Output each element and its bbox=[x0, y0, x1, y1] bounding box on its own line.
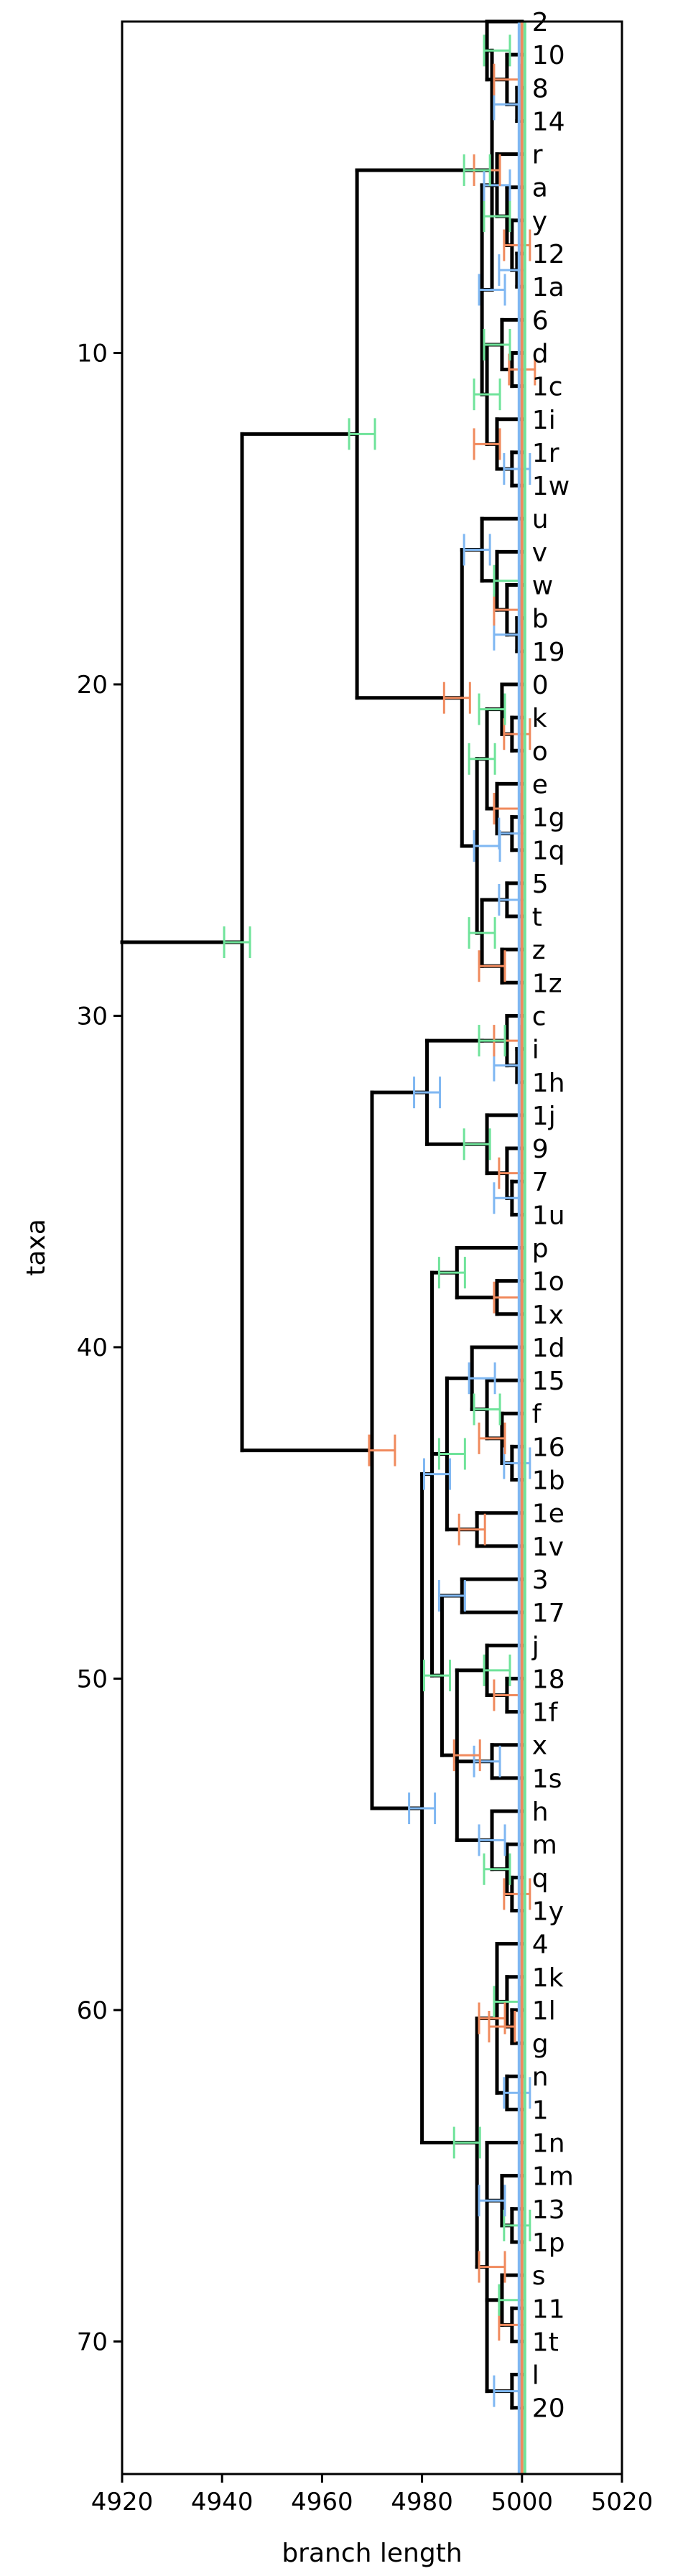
x-tick-label: 4960 bbox=[291, 2488, 353, 2516]
leaf-label: 1v bbox=[532, 1533, 564, 1562]
leaf-label: 18 bbox=[532, 1665, 565, 1694]
leaf-label: d bbox=[532, 339, 549, 368]
leaf-label: 1g bbox=[532, 804, 565, 833]
leaf-label: 15 bbox=[532, 1367, 565, 1396]
y-axis-label: taxa bbox=[22, 1219, 51, 1276]
leaf-label: 1i bbox=[532, 406, 556, 435]
leaf-label: 1u bbox=[532, 1201, 565, 1230]
leaf-label: 1z bbox=[532, 969, 562, 998]
y-tick-label: 30 bbox=[77, 1002, 108, 1031]
leaf-label: i bbox=[532, 1036, 539, 1065]
leaf-label: 1h bbox=[532, 1069, 565, 1098]
leaf-label: 1t bbox=[532, 2328, 559, 2357]
y-axis-ticks: 10 20 30 40 50 60 70 bbox=[77, 339, 122, 2356]
leaf-label: 14 bbox=[532, 107, 565, 136]
leaf-label: 9 bbox=[532, 1135, 549, 1164]
leaf-label: 17 bbox=[532, 1599, 565, 1628]
leaf-label: l bbox=[532, 2361, 539, 2391]
leaf-label: 5 bbox=[532, 870, 549, 899]
leaf-label: 1f bbox=[532, 1698, 559, 1728]
leaf-label: 1x bbox=[532, 1301, 564, 1330]
leaf-label: j bbox=[531, 1632, 539, 1661]
leaf-label: 1y bbox=[532, 1897, 564, 1926]
leaf-label: 1j bbox=[532, 1102, 556, 1131]
x-tick-label: 4980 bbox=[391, 2488, 453, 2516]
x-tick-label: 4920 bbox=[91, 2488, 154, 2516]
leaf-label: r bbox=[532, 141, 543, 170]
leaf-label: 3 bbox=[532, 1566, 549, 1595]
leaf-label: 6 bbox=[532, 306, 549, 335]
leaf-label: 1s bbox=[532, 1764, 562, 1794]
leaf-label: b bbox=[532, 605, 549, 634]
leaf-label: f bbox=[532, 1400, 542, 1429]
leaf-label: o bbox=[532, 737, 548, 766]
leaf-label: 8 bbox=[532, 74, 549, 103]
leaf-label: 4 bbox=[532, 1930, 549, 1960]
x-tick-label: 5020 bbox=[591, 2488, 654, 2516]
leaf-label: 1o bbox=[532, 1268, 564, 1297]
y-tick-label: 40 bbox=[77, 1334, 108, 1362]
leaf-label: s bbox=[532, 2261, 546, 2291]
leaf-label: 1e bbox=[532, 1499, 564, 1529]
leaf-label: 1p bbox=[532, 2228, 565, 2258]
leaf-label: 1l bbox=[532, 1996, 556, 2026]
leaf-label: 10 bbox=[532, 41, 565, 70]
leaf-label: y bbox=[532, 207, 547, 236]
leaf-label: 0 bbox=[532, 671, 549, 700]
leaf-label: 13 bbox=[532, 2195, 565, 2225]
leaf-label: q bbox=[532, 1864, 549, 1893]
leaf-label: 16 bbox=[532, 1433, 565, 1462]
x-tick-label: 4940 bbox=[191, 2488, 254, 2516]
leaf-label: k bbox=[532, 704, 547, 733]
leaf-label: 1d bbox=[532, 1334, 565, 1363]
leaf-label: 11 bbox=[532, 2294, 565, 2324]
leaf-label: e bbox=[532, 770, 548, 799]
x-axis-label: branch length bbox=[282, 2539, 462, 2568]
leaf-label: t bbox=[532, 903, 542, 932]
leaf-label: 1w bbox=[532, 472, 570, 501]
leaf-label: 1r bbox=[532, 439, 559, 468]
leaf-label: 1a bbox=[532, 273, 564, 302]
y-tick-label: 10 bbox=[77, 339, 108, 368]
leaf-label: h bbox=[532, 1798, 549, 1827]
leaf-label: 12 bbox=[532, 240, 565, 269]
x-tick-label: 5000 bbox=[491, 2488, 554, 2516]
leaf-label: 1c bbox=[532, 373, 563, 402]
leaf-label: 1 bbox=[532, 2096, 549, 2125]
leaf-label: z bbox=[532, 936, 546, 965]
y-tick-label: 70 bbox=[77, 2328, 108, 2356]
leaf-label: w bbox=[532, 572, 553, 601]
leaf-label: n bbox=[532, 2063, 549, 2092]
leaf-label: 1n bbox=[532, 2129, 565, 2159]
y-tick-label: 50 bbox=[77, 1665, 108, 1693]
leaf-label: 1b bbox=[532, 1466, 565, 1496]
leaf-label: m bbox=[532, 1831, 557, 1860]
leaf-label: p bbox=[532, 1234, 549, 1264]
leaf-label: x bbox=[532, 1731, 547, 1761]
leaf-label: v bbox=[532, 538, 547, 567]
plot-area-frame bbox=[121, 20, 623, 2475]
leaf-label: 1q bbox=[532, 837, 565, 866]
leaf-label: u bbox=[532, 505, 549, 534]
leaf-label: 2 bbox=[532, 8, 549, 37]
leaf-label: 19 bbox=[532, 638, 565, 667]
tree-branches bbox=[120, 19, 524, 2410]
x-axis-ticks: 4920 4940 4960 4980 5000 5020 bbox=[91, 2474, 654, 2516]
leaf-label: 20 bbox=[532, 2394, 565, 2424]
leaf-label: c bbox=[532, 1002, 547, 1031]
y-tick-label: 20 bbox=[77, 671, 108, 699]
leaf-label: 1m bbox=[532, 2162, 574, 2192]
y-tick-label: 60 bbox=[77, 1996, 108, 2025]
leaf-label: 1k bbox=[532, 1963, 564, 1993]
tip-error-lines bbox=[517, 22, 526, 2474]
leaf-label: a bbox=[532, 174, 548, 203]
leaf-labels: 210814ray121a6d1c1i1r1wuvwb190koe1g1q5tz… bbox=[531, 8, 574, 2424]
leaf-label: g bbox=[532, 2029, 549, 2059]
leaf-label: 7 bbox=[532, 1168, 549, 1197]
